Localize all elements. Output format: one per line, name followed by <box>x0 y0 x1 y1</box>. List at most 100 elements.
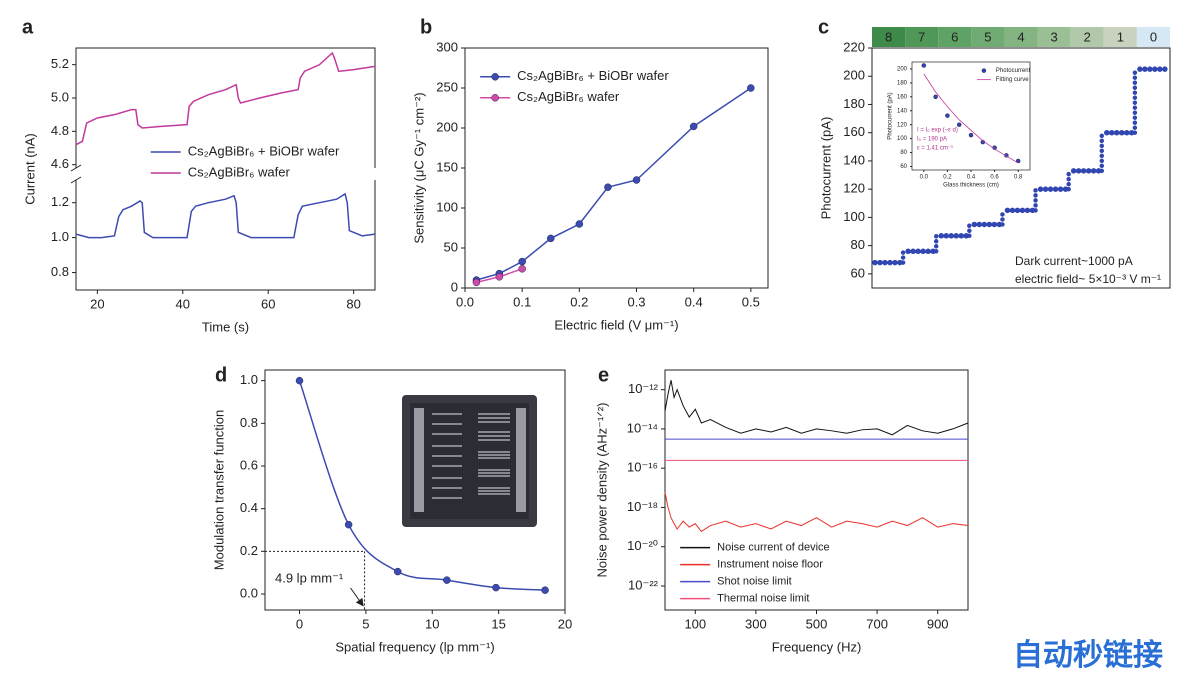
legend-label: Fitting curve <box>996 77 1029 83</box>
data-point <box>547 234 555 243</box>
y-tick-label: 10⁻²⁰ <box>627 538 658 553</box>
x-tick-label: 0.0 <box>920 175 929 181</box>
data-point <box>933 94 938 100</box>
y-tick-label: 10⁻¹² <box>628 381 659 396</box>
x-tick-label: 900 <box>927 616 949 631</box>
glass-label: 6 <box>951 29 958 44</box>
x-tick-label: 300 <box>745 616 767 631</box>
x-tick-label: 10 <box>425 616 439 631</box>
x-axis-label: Spatial frequency (lp mm⁻¹) <box>335 639 494 654</box>
y-tick-label: 0.0 <box>240 585 258 600</box>
data-point <box>632 176 641 184</box>
axis-break-gap <box>74 168 78 180</box>
y-tick-label: 1.0 <box>51 229 69 244</box>
x-tick-label: 700 <box>866 616 888 631</box>
glass-segment <box>872 27 906 47</box>
legend-marker <box>491 94 499 102</box>
y-tick-label: 200 <box>436 119 458 134</box>
series-line <box>664 492 969 533</box>
x-tick-label: 5 <box>362 616 369 631</box>
y-tick-label: 100 <box>436 199 458 214</box>
y-tick-label: 200 <box>897 67 908 73</box>
plot-frame <box>911 61 1031 171</box>
legend-label: Shot noise limit <box>717 576 792 588</box>
legend-marker <box>981 68 987 73</box>
y-axis-label: Modulation transfer function <box>211 410 226 570</box>
x-tick-label: 500 <box>806 616 828 631</box>
y-tick-label: 120 <box>843 181 865 196</box>
annotation: Dark current~1000 pA <box>1015 254 1133 268</box>
data-point <box>689 122 698 131</box>
resolution-target-photo <box>402 395 537 527</box>
legend-marker <box>491 73 499 81</box>
plot-frame <box>464 47 769 289</box>
x-tick-label: 0.8 <box>1014 175 1023 181</box>
y-axis-label: Current (nA) <box>22 133 37 205</box>
photo-marks <box>414 408 526 512</box>
glass-label: 2 <box>1084 29 1091 44</box>
glass-label: 7 <box>918 29 925 44</box>
x-axis-label: Electric field (V μm⁻¹) <box>554 317 678 332</box>
reference-label: 4.9 lp mm⁻¹ <box>275 570 344 585</box>
y-tick-label: 50 <box>444 239 458 254</box>
annotation: ε = 1.41 cm⁻¹ <box>917 146 953 152</box>
glass-segment <box>1070 27 1104 47</box>
glass-label: 1 <box>1117 29 1124 44</box>
x-tick-label: 0.6 <box>990 175 999 181</box>
legend-label: Instrument noise floor <box>717 559 823 571</box>
y-tick-label: 140 <box>843 152 865 167</box>
y-tick-label: 5.2 <box>51 56 69 71</box>
y-tick-label: 4.8 <box>51 123 69 138</box>
x-axis-label: Frequency (Hz) <box>772 639 862 654</box>
data-point <box>518 265 526 273</box>
y-axis-label: Photocurrent (pA) <box>818 117 833 220</box>
x-tick-label: 0.0 <box>456 294 474 309</box>
axis-break-mark <box>70 176 82 184</box>
x-tick-label: 40 <box>176 296 190 311</box>
glass-segment <box>1136 27 1170 47</box>
y-tick-label: 10⁻¹⁴ <box>627 420 658 435</box>
legend-label: Cs₂AgBiBr₆ + BiOBr wafer <box>517 68 669 83</box>
y-tick-label: 100 <box>843 209 865 224</box>
data-point <box>344 520 353 529</box>
photo-lines <box>432 413 510 499</box>
x-tick-label: 0.4 <box>967 175 976 181</box>
x-tick-label: 0.3 <box>627 294 645 309</box>
panel-letter: e <box>598 364 609 386</box>
glass-segment <box>971 27 1005 47</box>
y-tick-label: 0.6 <box>240 457 258 472</box>
data-point <box>968 132 974 138</box>
annotation: electric field~ 5×10⁻³ V m⁻¹ <box>1015 272 1161 286</box>
data-point <box>518 257 526 266</box>
y-tick-label: 0.8 <box>51 264 69 279</box>
x-tick-label: 0 <box>296 616 303 631</box>
y-tick-label: 220 <box>843 39 865 54</box>
y-tick-label: 1.0 <box>240 372 258 387</box>
data-point <box>747 84 755 92</box>
data-point <box>921 63 927 68</box>
photo-inner <box>410 403 529 519</box>
glass-segment <box>1037 27 1071 47</box>
watermark: 自动秒链接 <box>1013 638 1163 672</box>
y-axis-label: Noise power density (AHz⁻¹ᐟ²) <box>594 403 609 578</box>
reference-arrow <box>350 587 364 607</box>
plot-frame <box>664 369 969 611</box>
data-point <box>393 567 402 576</box>
y-tick-label: 60 <box>900 164 907 170</box>
y-tick-label: 0.4 <box>240 500 258 515</box>
legend-label: Photocurrent <box>996 68 1031 74</box>
legend-label: Cs₂AgBiBr₆ wafer <box>517 89 620 104</box>
legend-label: Cs₂AgBiBr₆ wafer <box>188 164 291 179</box>
y-axis-label: Photocurrent (pA) <box>888 92 894 139</box>
y-tick-label: 150 <box>436 159 458 174</box>
y-tick-label: 250 <box>436 79 458 94</box>
y-tick-label: 160 <box>843 124 865 139</box>
y-tick-label: 0 <box>451 279 458 294</box>
plot-frame <box>264 369 566 611</box>
y-tick-label: 160 <box>897 94 908 100</box>
axis-break-gap <box>373 168 377 180</box>
data-point <box>604 183 612 191</box>
series-line <box>75 51 376 146</box>
annotation: I = I₀ exp (−ε d) <box>917 128 958 134</box>
panel-letter: c <box>818 16 829 38</box>
